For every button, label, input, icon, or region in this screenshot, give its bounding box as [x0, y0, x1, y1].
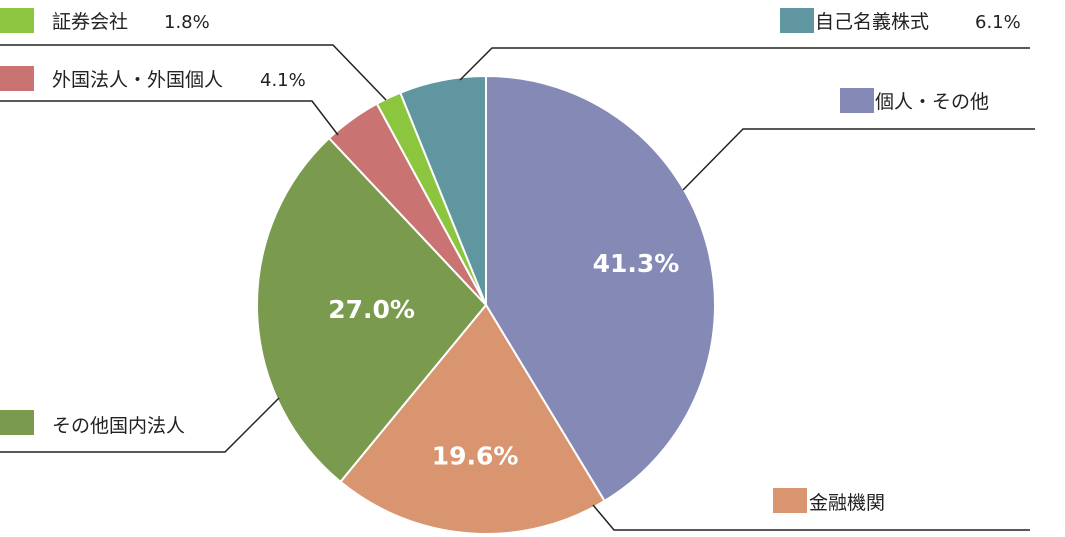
legend-value-jiko: 6.1%: [975, 12, 1021, 33]
legend-swatch-sonota: [0, 410, 34, 435]
slice-value-label-kojin: 41.3%: [593, 249, 680, 278]
legend-label-jiko: 自己名義株式: [815, 11, 929, 33]
legend-value-shoken: 1.8%: [164, 12, 210, 33]
leader-line-gaikoku: [0, 100, 339, 136]
legend-label-kinyu: 金融機関: [809, 492, 885, 514]
legend-swatch-kojin: [840, 88, 874, 113]
pie-slices: [255, 74, 717, 535]
legend-swatch-gaikoku: [0, 66, 34, 91]
pie-slice-kojin: [485, 74, 717, 503]
legend-label-shoken: 証券会社: [52, 11, 128, 33]
pie-slice-sonota: [255, 136, 488, 484]
pie-slice-jiko: [398, 74, 487, 306]
legend-swatch-kinyu: [773, 488, 807, 513]
legend-label-gaikoku: 外国法人・外国個人: [52, 69, 223, 91]
leader-line-shoken: [0, 44, 387, 101]
slice-value-label-sonota: 27.0%: [328, 295, 415, 324]
leader-line-kinyu: [592, 504, 1030, 531]
slice-value-label-kinyu: 19.6%: [432, 442, 519, 471]
slice-value-labels: 41.3% 19.6% 27.0%: [328, 249, 679, 471]
legend-label-kojin: 個人・その他: [875, 91, 989, 113]
leader-line-kojin: [682, 128, 1035, 191]
legend-label-sonota: その他国内法人: [52, 415, 185, 437]
leader-lines: [0, 44, 1035, 531]
leader-line-sonota: [0, 397, 280, 453]
leader-line-jiko: [459, 47, 1030, 81]
legend-value-gaikoku: 4.1%: [260, 70, 306, 91]
pie-slice-kinyu: [339, 303, 606, 535]
legend-swatch-jiko: [780, 8, 814, 33]
legend-swatch-shoken: [0, 8, 34, 33]
